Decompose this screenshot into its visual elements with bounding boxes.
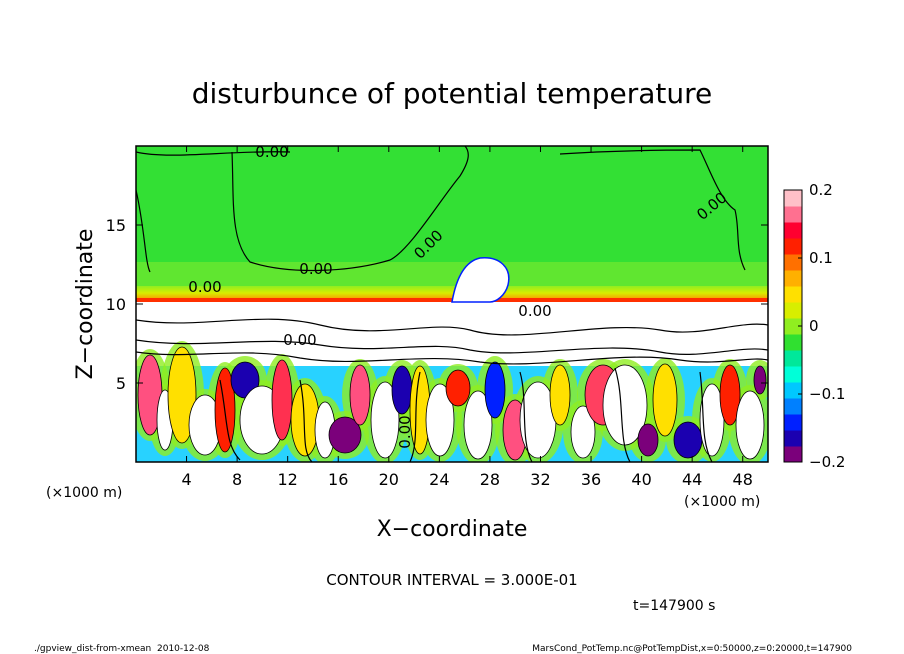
contour-line xyxy=(136,339,768,355)
colorbar-tick-label: −0.1 xyxy=(809,385,845,403)
colorbar-tick-label: 0.2 xyxy=(809,181,833,199)
contour-label: 0.00 xyxy=(283,331,316,349)
colorbar-swatch xyxy=(784,286,802,303)
colorbar-tick-label: 0 xyxy=(809,317,819,335)
contour-line xyxy=(614,367,631,462)
mixed-layer xyxy=(136,302,768,366)
cell-core xyxy=(719,364,741,426)
contour-line xyxy=(519,371,533,462)
contour-label: 0.00 xyxy=(299,260,332,278)
plume xyxy=(451,257,510,303)
colorbar-swatch xyxy=(784,430,802,447)
footer-right: MarsCond_PotTemp.nc@PotTempDist,x=0:5000… xyxy=(532,644,852,654)
colorbar-swatch xyxy=(784,254,802,271)
contour-line xyxy=(699,371,713,462)
x-tick-label: 40 xyxy=(631,470,651,489)
contour-label: 0.00 xyxy=(396,415,414,448)
cell-core xyxy=(753,365,767,395)
footer-left: ./gpview_dist-from-xmean 2010-12-08 xyxy=(34,644,210,654)
cell-core xyxy=(549,364,571,426)
x-tick-label: 12 xyxy=(278,470,298,489)
x-tick-label: 24 xyxy=(429,470,449,489)
contour-lines xyxy=(136,146,768,462)
x-unit-left: (×1000 m) xyxy=(46,485,122,501)
contour-line xyxy=(136,318,768,336)
cell-core xyxy=(391,365,413,415)
contour-line xyxy=(409,371,421,462)
warm-band xyxy=(136,286,768,300)
y-axis: 5 10 15 xyxy=(106,216,768,393)
cell-core xyxy=(652,363,678,437)
chart-title: disturbunce of potential temperature xyxy=(192,77,713,110)
cell-core xyxy=(637,423,659,457)
x-tick-label: 44 xyxy=(682,470,702,489)
x-tick-label: 8 xyxy=(232,470,242,489)
x-axis-title: X−coordinate xyxy=(377,517,528,542)
convective-cells xyxy=(136,257,768,462)
x-tick-label: 20 xyxy=(379,470,399,489)
colorbar-swatch xyxy=(784,238,802,255)
contour-line xyxy=(299,379,313,462)
colorbar-swatch xyxy=(784,270,802,287)
contour-line xyxy=(219,379,241,461)
colorbar-swatch xyxy=(784,302,802,319)
contour-label: 0.00 xyxy=(518,302,551,320)
colorbar-swatch xyxy=(784,190,802,207)
cell-core xyxy=(484,361,506,419)
cell-core xyxy=(445,369,471,407)
x-tick-label: 32 xyxy=(530,470,550,489)
colorbar-tick-label: 0.1 xyxy=(809,249,833,267)
colorbar-swatch xyxy=(784,350,802,367)
time-label: t=147900 s xyxy=(633,598,715,614)
colorbar-swatch xyxy=(784,366,802,383)
x-axis: 4 8 12 16 20 24 28 32 36 40 44 48 xyxy=(181,146,753,489)
colorbar-swatch xyxy=(784,334,802,351)
y-tick-label: 10 xyxy=(106,295,126,314)
x-unit-right: (×1000 m) xyxy=(684,494,760,510)
colorbar xyxy=(783,189,803,463)
contour-line xyxy=(136,351,768,365)
y-tick-label: 5 xyxy=(116,374,126,393)
cell-core xyxy=(463,390,493,460)
colorbar-swatch xyxy=(784,398,802,415)
x-tick-label: 48 xyxy=(733,470,753,489)
colorbar-swatch xyxy=(784,382,802,399)
colorbar-swatch xyxy=(784,206,802,223)
colorbar-ticks: 0.2 0.1 0 −0.1 −0.2 xyxy=(798,181,845,471)
y-axis-title: Z−coordinate xyxy=(73,229,98,380)
colorbar-swatch xyxy=(784,446,802,463)
contour-line xyxy=(559,149,746,271)
x-tick-label: 28 xyxy=(480,470,500,489)
cell-core xyxy=(735,390,765,460)
cell-core xyxy=(349,364,371,426)
heatmap-field xyxy=(136,146,768,462)
cell-core xyxy=(271,359,293,441)
x-tick-label: 16 xyxy=(328,470,348,489)
contour-interval: CONTOUR INTERVAL = 3.000E-01 xyxy=(326,571,577,589)
contour-label: 0.00 xyxy=(255,143,288,161)
cell-core xyxy=(328,416,362,454)
x-tick-label: 4 xyxy=(181,470,191,489)
colorbar-tick-label: −0.2 xyxy=(809,453,845,471)
cell-core xyxy=(370,381,400,459)
cell-core xyxy=(425,383,455,457)
x-tick-label: 36 xyxy=(581,470,601,489)
contour-line xyxy=(231,146,469,272)
y-tick-label: 15 xyxy=(106,216,126,235)
contour-line xyxy=(136,151,291,156)
cell-core xyxy=(570,405,596,459)
colorbar-swatch xyxy=(784,414,802,431)
cell-core xyxy=(673,421,703,459)
colorbar-swatch xyxy=(784,318,802,335)
contour-line xyxy=(136,189,151,273)
contour-label: 0.00 xyxy=(188,278,221,296)
colorbar-swatch xyxy=(784,222,802,239)
